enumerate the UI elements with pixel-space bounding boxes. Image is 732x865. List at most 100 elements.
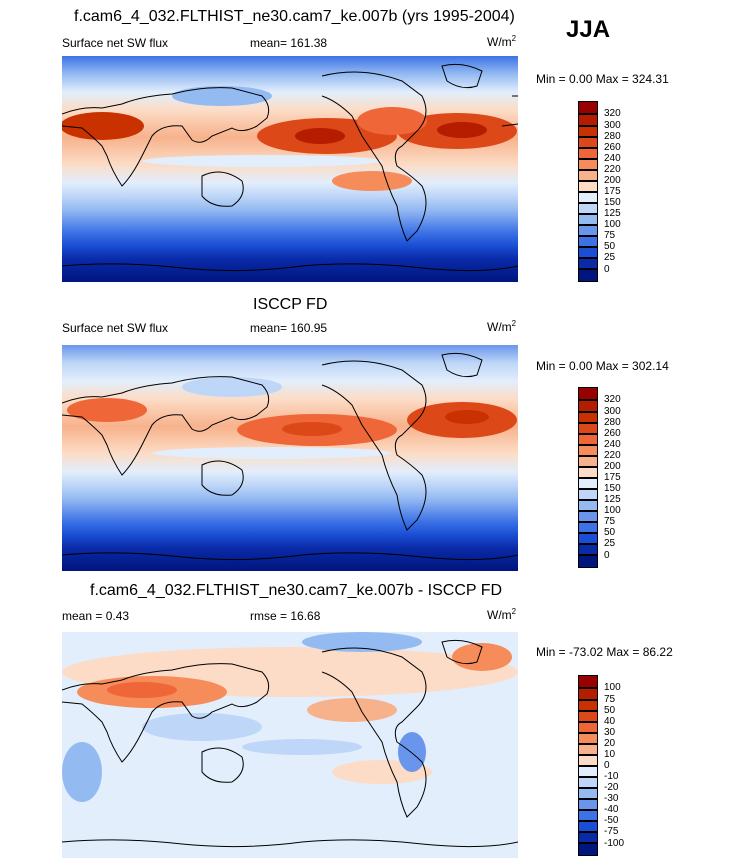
colorbar-1-cell [578, 137, 598, 148]
colorbar-2-tick: 50 [604, 527, 616, 538]
colorbar-1-cell [578, 225, 598, 236]
colorbar-3-tick: 30 [604, 727, 616, 738]
colorbar-2-cell [578, 434, 598, 445]
colorbar-2-tick: 300 [604, 406, 621, 417]
colorbar-2-cell [578, 478, 598, 489]
colorbar-3-tick: -40 [604, 804, 619, 815]
panel-3-mean-label: mean = 0.43 [62, 609, 130, 623]
colorbar-2-tick: 320 [604, 394, 621, 405]
colorbar-3-tick: -75 [604, 826, 619, 837]
colorbar-2-cell [578, 522, 598, 533]
colorbar-2-cell [578, 456, 598, 467]
colorbar-2-cell [578, 555, 598, 568]
colorbar-2-tick: 125 [604, 494, 621, 505]
colorbar-1-cell [578, 181, 598, 192]
colorbar-3-tick: 75 [604, 694, 616, 705]
panel-3-title: f.cam6_4_032.FLTHIST_ne30.cam7_ke.007b -… [90, 582, 503, 599]
colorbar-2-cell [578, 544, 598, 555]
colorbar-3-cell [578, 777, 598, 788]
colorbar-3-tick: -100 [604, 838, 625, 849]
panel-3-units: W/m2 [487, 607, 517, 622]
colorbar-1-tick: 100 [604, 219, 621, 230]
map-1-cool-asia [172, 86, 272, 106]
map-1-cool-itcz [142, 155, 382, 167]
colorbar-1-tick: 50 [604, 241, 616, 252]
colorbar-1-tick: 125 [604, 208, 621, 219]
colorbar-2-cell [578, 400, 598, 412]
colorbar-2-tick: 200 [604, 461, 621, 472]
colorbar-1-tick: 280 [604, 131, 621, 142]
colorbar-1-cell [578, 247, 598, 258]
map-1-warm-spacific [332, 171, 412, 191]
colorbar-2-tick: 260 [604, 428, 621, 439]
map-3-warm-asia-core [107, 682, 177, 698]
colorbar-3-tick: -50 [604, 815, 619, 826]
colorbar-3-tick: -10 [604, 771, 619, 782]
colorbar-2-cell [578, 511, 598, 522]
colorbar-3-cell [578, 821, 598, 832]
panel-3-rmse-label: rmse = 16.68 [250, 609, 321, 623]
colorbar-1-cell [578, 192, 598, 203]
panel-2-variable-label: Surface net SW flux [62, 321, 169, 335]
map-2-hotspot-mideast [67, 398, 147, 422]
colorbar-1-tick: 0 [604, 264, 610, 275]
colorbar-1-cell [578, 159, 598, 170]
colorbar-2-cell [578, 423, 598, 434]
colorbar-2-tick: 150 [604, 483, 621, 494]
map-3-cool-samerica [398, 732, 426, 772]
colorbar-1-cell [578, 170, 598, 181]
panel-2-minmax: Min = 0.00 Max = 302.14 [536, 359, 669, 373]
colorbar-2-cell [578, 445, 598, 456]
panel-1-variable-label: Surface net SW flux [62, 36, 169, 50]
map-2-cool-asia [182, 377, 282, 397]
colorbar-2-tick: 25 [604, 538, 616, 549]
colorbar-1-tick: 150 [604, 197, 621, 208]
panel-1-title: f.cam6_4_032.FLTHIST_ne30.cam7_ke.007b (… [74, 8, 515, 25]
map-2-hotspot-natlantic-core [445, 410, 489, 424]
colorbar-2-tick: 175 [604, 472, 621, 483]
map-1-hotspot-natlantic-core [437, 122, 487, 138]
panel-2-mean-label: mean= 160.95 [250, 321, 328, 335]
panel-1-mean-label: mean= 161.38 [250, 36, 328, 50]
colorbar-1-cell [578, 203, 598, 214]
colorbar-2-tick: 0 [604, 550, 610, 561]
colorbar-1-tick: 200 [604, 175, 621, 186]
colorbar-1-cell [578, 101, 598, 114]
colorbar-3-cell [578, 810, 598, 821]
colorbar-1-tick: 240 [604, 153, 621, 164]
colorbar-2-tick: 100 [604, 505, 621, 516]
map-3-cool-indian [142, 713, 262, 741]
map-1-hotspot-namerica [357, 107, 427, 135]
colorbar-1-cell [578, 258, 598, 269]
colorbar-3-cell [578, 711, 598, 722]
colorbar-1-tick: 75 [604, 230, 616, 241]
map-2-cool-itcz [152, 447, 392, 459]
colorbar-2-cell [578, 500, 598, 511]
map-3-cool-eqpacific [242, 739, 362, 755]
map-2-hotspot-npacific-core [282, 422, 342, 436]
colorbar-3-cell [578, 799, 598, 810]
panel-2-units: W/m2 [487, 319, 517, 334]
colorbar-3-cell [578, 722, 598, 733]
colorbar-3-tick: 50 [604, 705, 616, 716]
colorbar-1-tick: 175 [604, 186, 621, 197]
colorbar-3-tick: 20 [604, 738, 616, 749]
colorbar-3-tick: 100 [604, 682, 621, 693]
panel-2-title: ISCCP FD [253, 296, 328, 313]
colorbar-1-tick: 25 [604, 252, 616, 263]
panel-1-units: W/m2 [487, 34, 517, 49]
colorbar-3-cell [578, 733, 598, 744]
colorbar-1-cell [578, 214, 598, 225]
colorbar-3-cell [578, 744, 598, 755]
colorbar-1-cell [578, 269, 598, 282]
colorbar-3-cell [578, 688, 598, 700]
colorbar-3-tick: -20 [604, 782, 619, 793]
colorbar-3-tick: 0 [604, 760, 610, 771]
colorbar-3-cell [578, 675, 598, 688]
map-1-coastlines [62, 63, 518, 272]
colorbar-2-tick: 280 [604, 417, 621, 428]
colorbar-3-tick: 40 [604, 716, 616, 727]
colorbar-3-cell [578, 832, 598, 843]
colorbar-2-cell [578, 489, 598, 500]
map-3-cool-northeast [302, 632, 422, 652]
